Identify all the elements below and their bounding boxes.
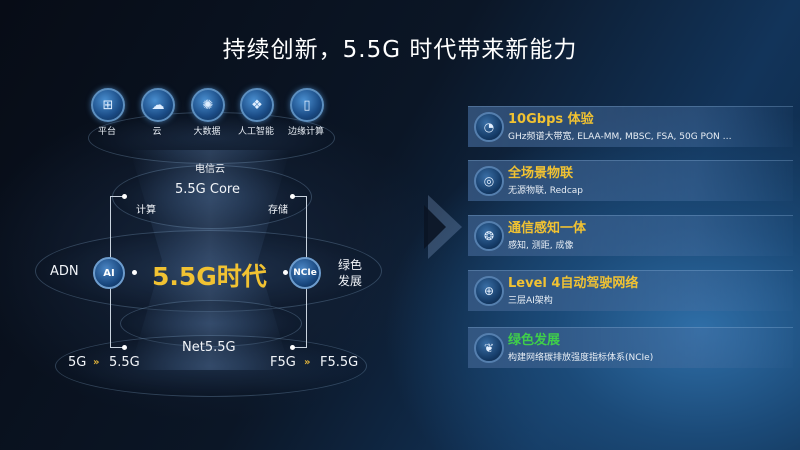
green-label-1: 绿色 <box>338 258 363 272</box>
ncie-badge: NCIe <box>289 257 321 289</box>
platform-icon: ⊞ <box>91 88 125 122</box>
left-bracket-top <box>110 196 124 197</box>
iot-globe-icon: ◎ <box>474 166 504 196</box>
dot <box>122 194 127 199</box>
cloud-icon: ☁ <box>141 88 175 122</box>
slide-title: 持续创新，5.5G 时代带来新能力 <box>222 37 578 63</box>
right-bracket-top <box>292 196 306 197</box>
feature-card: ❂ 通信感知一体感知, 测距, 成像 <box>468 215 793 256</box>
right-bracket-bottom <box>292 347 306 348</box>
edge-computing-icon: ▯ <box>290 88 324 122</box>
dot <box>122 345 127 350</box>
icon-label: 平台 <box>97 127 116 137</box>
left-from: 5G <box>68 355 87 370</box>
icon-label: 云 <box>152 127 162 137</box>
green-label-2: 发展 <box>338 274 363 288</box>
feature-desc: 感知, 测距, 成像 <box>508 241 574 251</box>
feature-card: ◎ 全场景物联无源物联, Redcap <box>468 160 793 201</box>
feature-title: 通信感知一体 <box>508 221 587 236</box>
big-data-icon: ✺ <box>191 88 225 122</box>
dot <box>290 194 295 199</box>
net-label: Net5.5G <box>182 340 236 355</box>
icon-label: 人工智能 <box>237 127 274 137</box>
ai-badge: AI <box>93 257 125 289</box>
ai-chip-icon: ❖ <box>240 88 274 122</box>
arrow-inner <box>424 205 446 249</box>
core-ellipse <box>112 165 312 229</box>
dot <box>132 270 137 275</box>
feature-desc: 无源物联, Redcap <box>508 186 583 196</box>
feature-title: Level 4自动驾驶网络 <box>508 276 639 291</box>
feature-title: 10Gbps 体验 <box>508 112 594 127</box>
feature-desc: GHz频谱大带宽, ELAA-MM, MBSC, FSA, 50G PON … <box>508 132 732 142</box>
era-title: 5.5G时代 <box>152 262 267 291</box>
bottom-ellipse <box>55 335 367 397</box>
chevron-right-icon: » <box>93 357 100 368</box>
middle-ellipse <box>35 230 382 312</box>
feature-card: ⊕ Level 4自动驾驶网络三层AI架构 <box>468 270 793 311</box>
compute-label: 计算 <box>136 205 156 216</box>
network-globe-icon: ⊕ <box>474 276 504 306</box>
core-label: 5.5G Core <box>175 182 240 197</box>
feature-title: 全场景物联 <box>508 166 574 181</box>
left-to: 5.5G <box>109 355 140 370</box>
dot <box>290 345 295 350</box>
feature-title: 绿色发展 <box>508 333 561 348</box>
adn-label: ADN <box>50 264 79 279</box>
leaf-icon: ❦ <box>474 333 504 363</box>
right-from: F5G <box>270 355 296 370</box>
feature-card: ◔ 10Gbps 体验 GHz频谱大带宽, ELAA-MM, MBSC, FSA, … <box>468 106 793 147</box>
feature-desc: 三层AI架构 <box>508 296 553 306</box>
feature-card: ❦ 绿色发展构建网络碳排放强度指标体系(NCIe) <box>468 327 793 368</box>
speed-gauge-icon: ◔ <box>474 112 504 142</box>
feature-desc: 构建网络碳排放强度指标体系(NCIe) <box>508 353 654 363</box>
sensing-icon: ❂ <box>474 221 504 251</box>
storage-label: 存储 <box>268 205 288 216</box>
telecom-cloud-label: 电信云 <box>195 164 225 175</box>
dot <box>283 270 288 275</box>
left-bracket-bottom <box>110 347 124 348</box>
right-to: F5.5G <box>320 355 359 370</box>
icon-label: 边缘计算 <box>287 127 324 137</box>
icon-label: 大数据 <box>193 127 221 137</box>
chevron-right-icon: » <box>304 357 311 368</box>
